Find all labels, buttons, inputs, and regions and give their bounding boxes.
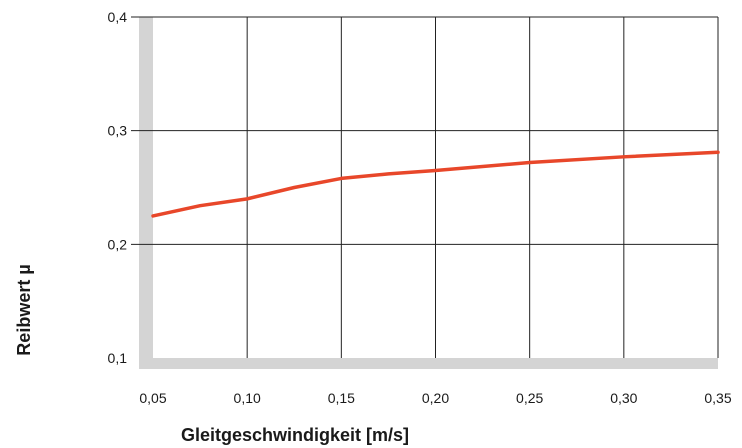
x-tick-label: 0,25 bbox=[516, 390, 543, 406]
y-tick-labels: 0,1 0,2 0,3 0,4 bbox=[108, 9, 128, 366]
y-tick-label: 0,3 bbox=[108, 123, 128, 139]
axis-bands bbox=[139, 17, 718, 369]
x-tick-label: 0,20 bbox=[422, 390, 449, 406]
series-line bbox=[151, 150, 720, 218]
y-tick-label: 0,1 bbox=[108, 350, 128, 366]
x-tick-label: 0,15 bbox=[328, 390, 355, 406]
x-tick-labels: 0,05 0,10 0,15 0,20 0,25 0,30 0,35 bbox=[139, 390, 731, 406]
series-group bbox=[151, 150, 720, 218]
x-tick-label: 0,30 bbox=[610, 390, 637, 406]
x-axis-label: Gleitgeschwindigkeit [m/s] bbox=[181, 425, 409, 445]
x-tick-label: 0,35 bbox=[704, 390, 731, 406]
x-tick-label: 0,05 bbox=[139, 390, 166, 406]
grid bbox=[131, 16, 719, 358]
y-tick-label: 0,2 bbox=[108, 236, 128, 252]
y-axis-band bbox=[139, 17, 153, 369]
x-tick-label: 0,10 bbox=[234, 390, 261, 406]
x-axis-band bbox=[139, 358, 718, 369]
y-axis-label: Reibwert µ bbox=[14, 264, 34, 355]
y-tick-label: 0,4 bbox=[108, 9, 128, 25]
